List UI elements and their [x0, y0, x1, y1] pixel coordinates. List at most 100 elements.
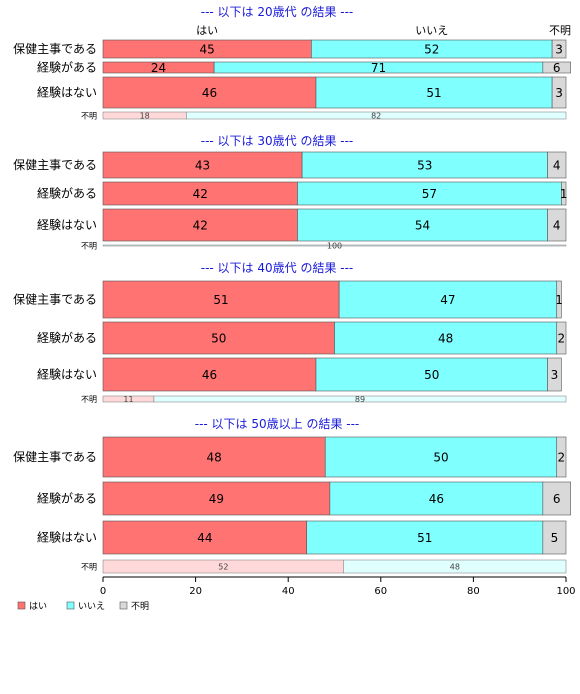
unknown-data-label: 48 — [450, 563, 460, 572]
category-label: 保健主事である — [13, 158, 97, 172]
bar-segment — [338, 280, 558, 319]
legend-swatch — [17, 601, 26, 610]
bar-segment — [542, 61, 571, 74]
unknown-bar-segment — [186, 111, 567, 120]
data-label: 43 — [195, 159, 210, 173]
data-label: 48 — [438, 332, 453, 346]
data-label: 4 — [553, 219, 561, 233]
bar-segment — [102, 520, 308, 555]
data-label: 50 — [424, 368, 439, 382]
data-label: 49 — [209, 492, 224, 506]
unknown-row-label: 不明 — [81, 395, 97, 404]
bar-segment — [102, 321, 335, 355]
panel-title: --- 以下は 20歳代 の結果 --- — [201, 5, 354, 19]
category-label: 保健主事である — [13, 293, 97, 307]
data-label: 44 — [197, 531, 212, 545]
bar-segment — [102, 357, 317, 392]
legend-swatch — [66, 601, 75, 610]
x-tick-label: 80 — [467, 586, 480, 597]
bar-segment — [542, 520, 567, 555]
data-label: 24 — [151, 61, 166, 75]
data-label: 54 — [415, 219, 430, 233]
bar-segment — [334, 321, 558, 355]
data-label: 6 — [553, 492, 561, 506]
data-label: 71 — [371, 61, 386, 75]
unknown-data-label: 52 — [218, 563, 228, 572]
bar-segment — [306, 520, 544, 555]
unknown-bar-segment — [153, 395, 567, 403]
unknown-row-label: 不明 — [81, 112, 97, 121]
data-label: 53 — [417, 159, 432, 173]
data-label: 51 — [417, 531, 432, 545]
unknown-data-label: 89 — [355, 395, 365, 404]
x-tick-label: 100 — [556, 586, 575, 597]
category-label: 経験がある — [37, 186, 97, 201]
category-label: 保健主事である — [13, 450, 97, 464]
data-label: 2 — [558, 332, 566, 346]
data-label: 50 — [211, 332, 226, 346]
bar-segment — [301, 151, 548, 179]
x-tick-label: 60 — [374, 586, 387, 597]
category-label: 保健主事である — [13, 42, 97, 56]
data-label: 45 — [200, 43, 215, 57]
data-label: 51 — [213, 293, 228, 307]
header-label: はい — [196, 24, 218, 37]
panel-title: --- 以下は 30歳代 の結果 --- — [201, 134, 354, 148]
unknown-data-label: 100 — [327, 242, 342, 251]
bar-segment — [551, 76, 567, 109]
x-tick-label: 20 — [189, 586, 202, 597]
panel-title: --- 以下は 50歳以上 の結果 --- — [195, 417, 360, 431]
data-label: 47 — [440, 293, 455, 307]
unknown-row-label: 不明 — [81, 563, 97, 572]
legend-label: いいえ — [78, 601, 105, 612]
header-label: 不明 — [549, 24, 571, 37]
bar-segment — [324, 436, 558, 478]
x-tick-label: 40 — [282, 586, 295, 597]
category-label: 経験はない — [37, 367, 97, 382]
data-label: 3 — [551, 368, 559, 382]
data-label: 51 — [426, 86, 441, 100]
bar-segment — [556, 436, 567, 478]
data-label: 50 — [433, 451, 448, 465]
category-label: 経験はない — [37, 85, 97, 100]
bar-segment — [329, 481, 544, 516]
unknown-bar-segment — [343, 559, 567, 574]
bar-segment — [102, 151, 303, 179]
data-label: 42 — [193, 187, 208, 201]
bar-segment — [102, 436, 326, 478]
data-label: 4 — [553, 159, 561, 173]
category-label: 経験はない — [37, 530, 97, 545]
data-label: 52 — [424, 43, 439, 57]
legend-swatch — [119, 601, 128, 610]
bar-segment — [556, 321, 567, 355]
data-label: 3 — [555, 43, 563, 57]
unknown-data-label: 11 — [123, 395, 133, 404]
data-label: 57 — [422, 187, 437, 201]
bar-segment — [315, 357, 548, 392]
bar-segment — [547, 151, 567, 179]
bar-segment — [547, 208, 567, 242]
data-label: 42 — [193, 219, 208, 233]
bar-segment — [547, 357, 562, 392]
bar-segment — [561, 181, 567, 206]
data-label: 46 — [202, 86, 217, 100]
bar-segment — [102, 208, 298, 242]
data-label: 1 — [560, 187, 568, 201]
bar-segment — [102, 280, 340, 319]
data-label: 3 — [555, 86, 563, 100]
unknown-data-label: 18 — [140, 112, 150, 121]
legend-label: はい — [29, 601, 47, 612]
category-label: 経験はない — [37, 217, 97, 232]
unknown-data-label: 82 — [371, 112, 381, 121]
unknown-row-label: 不明 — [81, 242, 97, 251]
bar-segment — [556, 280, 562, 319]
unknown-bar-segment — [102, 244, 567, 247]
header-label: いいえ — [415, 24, 448, 37]
category-label: 経験がある — [37, 60, 97, 75]
data-label: 46 — [429, 492, 444, 506]
data-label: 48 — [206, 451, 221, 465]
panel-title: --- 以下は 40歳代 の結果 --- — [201, 261, 354, 275]
data-label: 6 — [553, 61, 561, 75]
category-label: 経験がある — [37, 491, 97, 506]
category-label: 経験がある — [37, 330, 97, 345]
